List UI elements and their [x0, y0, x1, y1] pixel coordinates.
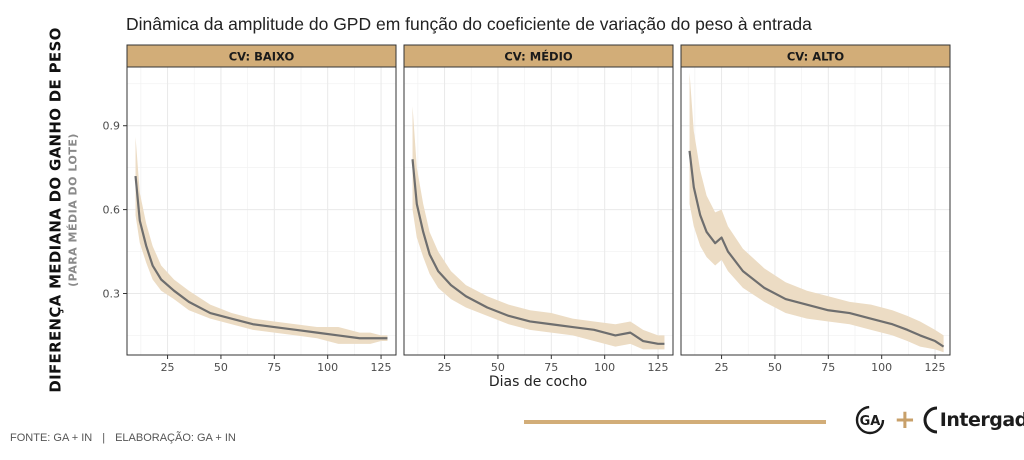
facet-strip-label: CV: BAIXO	[229, 50, 295, 64]
x-tick-label: 100	[871, 361, 892, 374]
x-axis-label: Dias de cocho	[488, 374, 588, 390]
x-tick-label: 25	[438, 361, 452, 374]
source-note: FONTE: GA + IN | ELABORAÇÃO: GA + IN	[10, 432, 236, 444]
intergado-logo: Intergado	[922, 405, 1024, 435]
intergado-logo-text: Intergado	[939, 409, 1024, 431]
x-tick-label: 50	[491, 361, 505, 374]
x-tick-label: 75	[821, 361, 835, 374]
intergado-mark-icon	[923, 406, 937, 434]
chart-title: Dinâmica da amplitude do GPD em função d…	[126, 14, 812, 34]
x-tick-label: 100	[317, 361, 338, 374]
x-tick-label: 125	[925, 361, 946, 374]
x-tick-label: 125	[371, 361, 392, 374]
facet-strip	[126, 44, 397, 68]
logos: GA + Intergado	[852, 400, 1024, 440]
y-tick-label: 0.6	[103, 204, 121, 217]
confidence-band	[412, 106, 665, 350]
x-tick-label: 25	[715, 361, 729, 374]
footer-divider	[524, 420, 826, 424]
median-line	[688, 150, 945, 348]
y-tick-label: 0.9	[103, 120, 121, 133]
x-tick-label: 75	[267, 361, 281, 374]
x-tick-label: 100	[594, 361, 615, 374]
facet-strip	[403, 44, 674, 68]
x-tick-label: 125	[648, 361, 669, 374]
facet-strip-label: CV: ALTO	[787, 50, 845, 64]
logo-plus: +	[894, 405, 916, 435]
facet-strip	[680, 44, 951, 68]
ga-logo-icon: GA	[855, 405, 885, 435]
x-tick-label: 75	[544, 361, 558, 374]
median-line	[411, 159, 665, 345]
y-tick-label: 0.3	[103, 287, 121, 300]
median-line	[134, 175, 388, 340]
x-tick-label: 25	[161, 361, 175, 374]
source-separator: |	[102, 432, 106, 444]
source-elaboracao: ELABORAÇÃO: GA + IN	[115, 432, 236, 444]
ga-logo-text: GA	[860, 414, 881, 429]
x-tick-label: 50	[214, 361, 228, 374]
facet-strip-label: CV: MÉDIO	[504, 49, 573, 64]
confidence-band	[689, 72, 944, 353]
x-tick-label: 50	[768, 361, 782, 374]
source-fonte: FONTE: GA + IN	[10, 432, 93, 444]
